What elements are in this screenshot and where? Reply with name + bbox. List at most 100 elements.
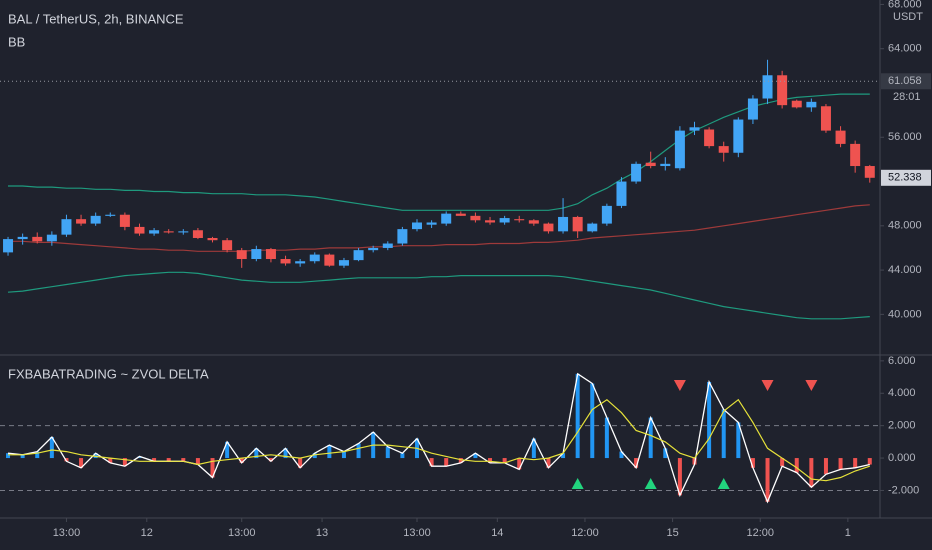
candle-body [645, 162, 656, 167]
buy-signal [644, 478, 657, 489]
delta-bar [619, 451, 624, 459]
buy-signal [717, 478, 730, 489]
band-upper [8, 93, 870, 211]
delta-bar [648, 417, 653, 459]
y-tick-label: 64.000 [888, 43, 922, 55]
candle-body [864, 166, 875, 178]
sell-signal [673, 380, 686, 391]
delta-bar [604, 417, 609, 459]
candle-body [324, 254, 335, 266]
delta-bar [35, 451, 40, 459]
candle-body [820, 106, 831, 131]
candle-body [207, 237, 218, 241]
candle-body [265, 249, 276, 260]
delta-bar [268, 458, 273, 462]
countdown: 28:01 [893, 91, 921, 103]
candle-body [61, 219, 72, 235]
delta-bar [152, 458, 157, 462]
current-price-label: 52.338 [888, 172, 922, 184]
delta-bar [400, 453, 405, 459]
candle-body [543, 223, 554, 232]
x-tick-label: 13 [316, 527, 328, 539]
delta-bar [546, 458, 551, 468]
chart-title: BAL / TetherUS, 2h, BINANCE [8, 11, 184, 26]
y-tick-label: 48.000 [888, 220, 922, 232]
candle-body [134, 226, 145, 234]
delta-bar [794, 458, 799, 473]
delta-bar [239, 458, 244, 463]
candle-body [587, 223, 598, 232]
delta-bar [663, 448, 668, 459]
y-tick-label: 40.000 [888, 308, 922, 320]
delta-bar [79, 458, 84, 468]
candle-body [382, 243, 393, 248]
delta-bar [517, 458, 522, 470]
delta-bar [181, 458, 186, 462]
delta-bar [502, 458, 507, 463]
candle-body [499, 218, 510, 223]
candle-body [689, 127, 700, 131]
candle-body [631, 163, 642, 182]
candle-body [835, 130, 846, 144]
delta-bar [575, 373, 580, 459]
delta-bar [327, 445, 332, 459]
candle-body [572, 216, 583, 232]
delta-bar [736, 422, 741, 459]
delta-bar [225, 441, 230, 459]
delta-bar [853, 458, 858, 468]
candle-body [295, 261, 306, 264]
sell-signal [805, 380, 818, 391]
delta-bar [385, 446, 390, 459]
candle-body [280, 259, 291, 264]
candle-body [470, 215, 481, 221]
delta-bar [458, 458, 463, 463]
candle-body [105, 214, 116, 216]
current-price-box [881, 169, 931, 186]
x-tick-label: 13:00 [53, 527, 81, 539]
x-tick-label: 15 [666, 527, 678, 539]
band-lower [7, 271, 870, 320]
delta-bar [867, 458, 872, 465]
delta-bar [166, 458, 171, 462]
delta-bar [721, 409, 726, 459]
y-tick-label: 6.000 [888, 355, 916, 367]
candle-body [236, 250, 247, 260]
delta-bar [356, 443, 361, 459]
candle-body [368, 247, 379, 251]
candle-body [46, 234, 57, 242]
candle-body [485, 220, 496, 223]
delta-bar [838, 458, 843, 470]
y-tick-label: 4.000 [888, 387, 916, 399]
x-tick-label: 12 [141, 527, 153, 539]
delta-bar [765, 458, 770, 502]
price-line-label: 61.058 [888, 75, 922, 87]
x-tick-label: 12:00 [571, 527, 599, 539]
signal-line [8, 398, 870, 482]
price-line-box [881, 73, 931, 90]
candle-body [601, 205, 612, 224]
candle-body [514, 219, 525, 221]
delta-bar [750, 458, 755, 468]
candle-body [163, 231, 174, 233]
band-basis [8, 204, 870, 252]
y-tick-label: 2.000 [888, 420, 916, 432]
candle-body [528, 220, 539, 224]
currency-unit: USDT [893, 11, 923, 23]
candle-body [353, 250, 364, 261]
delta-bar [634, 458, 639, 468]
delta-bar [210, 458, 215, 478]
delta-bar [444, 458, 449, 467]
candle-body [762, 75, 773, 99]
delta-line [7, 372, 870, 504]
candle-body [704, 129, 715, 147]
y-tick-label: 56.000 [888, 131, 922, 143]
candle-body [192, 230, 203, 238]
candle-body [90, 215, 101, 224]
delta-bar [488, 458, 493, 463]
delta-bar [561, 453, 566, 459]
candle-body [660, 163, 671, 167]
delta-bar [809, 458, 814, 488]
candle-body [733, 119, 744, 153]
delta-bar [64, 458, 69, 462]
